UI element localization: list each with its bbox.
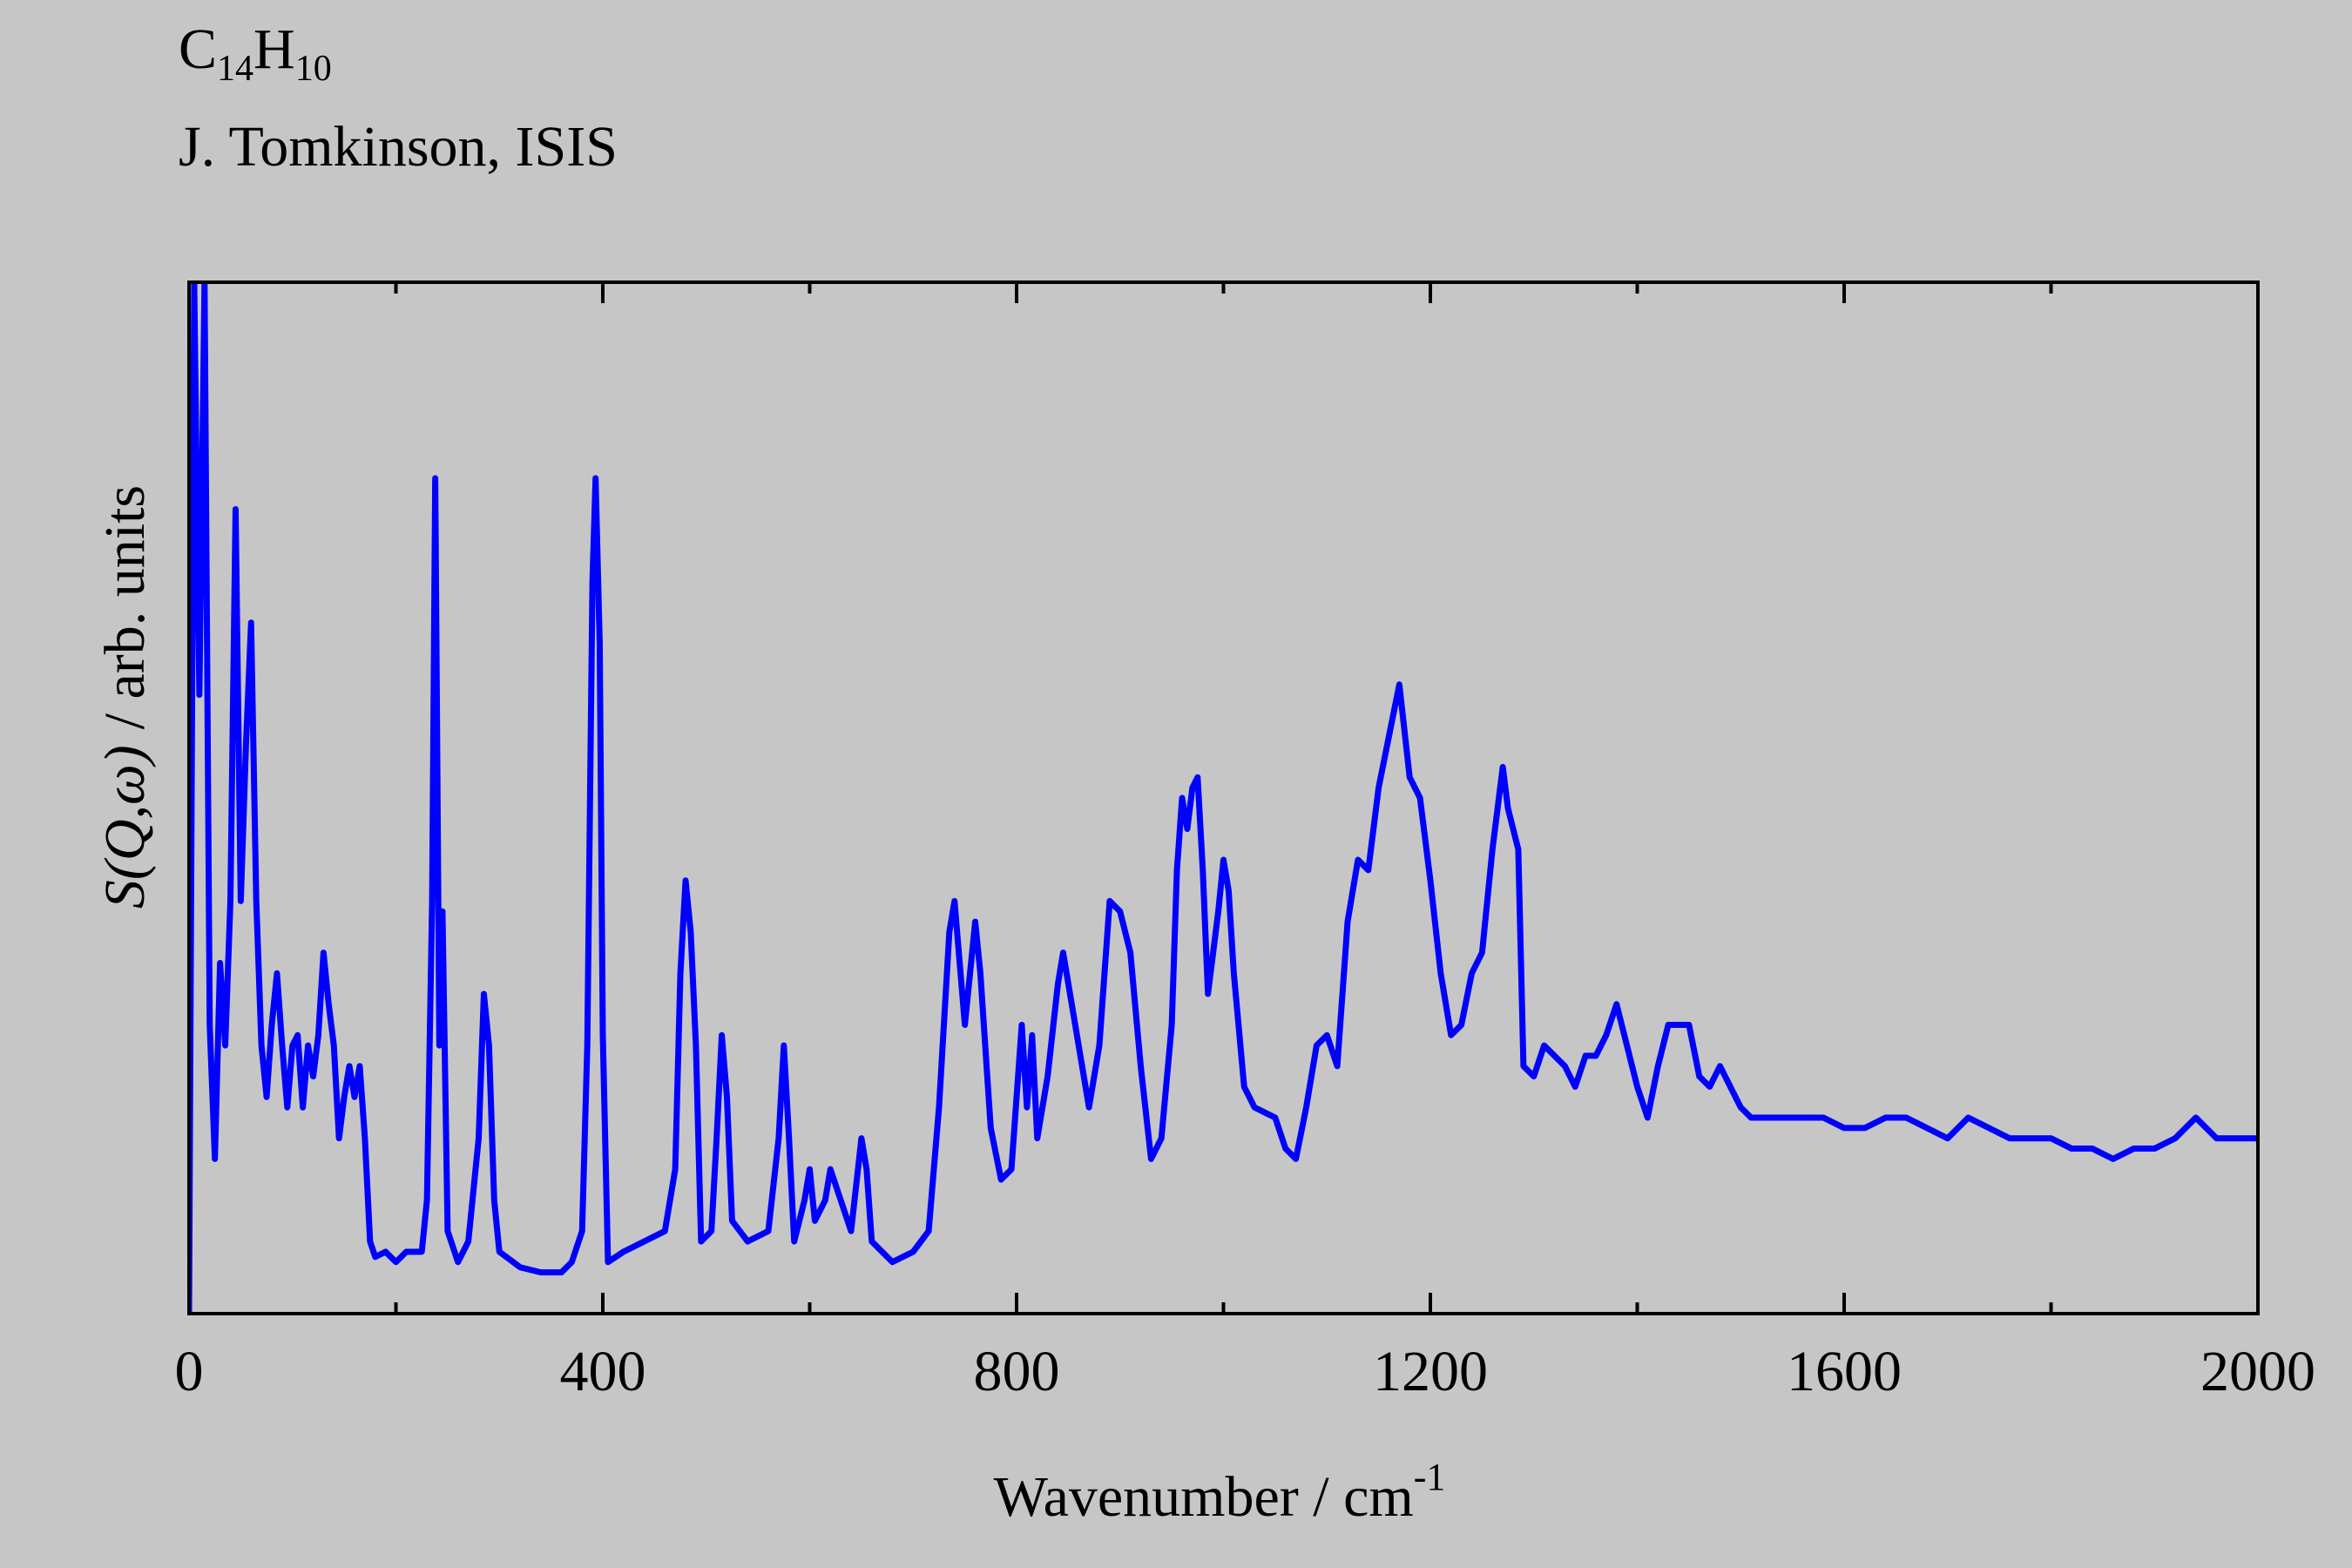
y-axis-label: S(Q,ω)/ arb. units <box>93 485 157 909</box>
x-tick-label: 800 <box>974 1340 1060 1403</box>
x-tick-label: 2000 <box>2200 1340 2315 1403</box>
spectrum-line <box>189 282 2258 1314</box>
x-axis-label: Wavenumber / cm-1 <box>994 1456 1446 1529</box>
x-tick-label: 1600 <box>1787 1340 1902 1403</box>
x-tick-label: 0 <box>175 1340 204 1403</box>
x-tick-label: 1200 <box>1373 1340 1488 1403</box>
chart-title: C14H10 <box>179 17 332 89</box>
chart-subtitle: J. Tomkinson, ISIS <box>179 115 618 179</box>
x-tick-label: 400 <box>560 1340 646 1403</box>
